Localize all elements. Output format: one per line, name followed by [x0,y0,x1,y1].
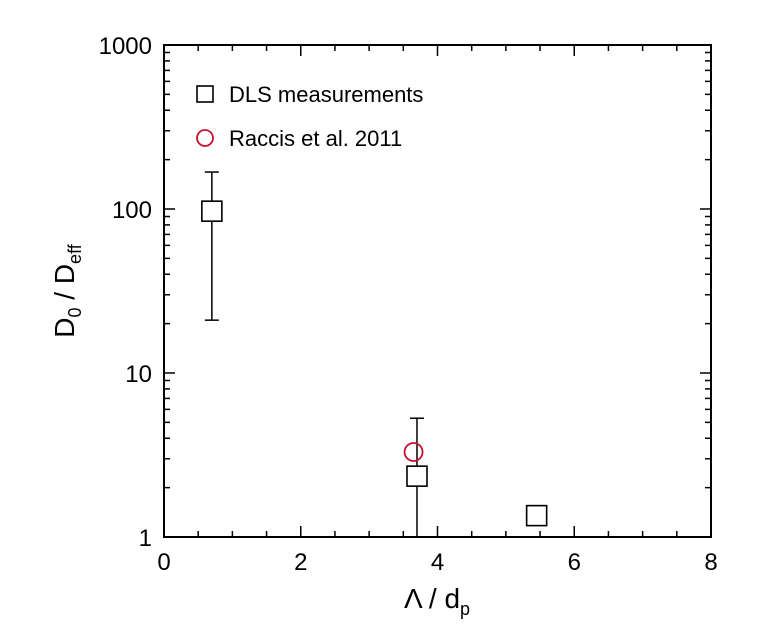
data-markers [201,200,548,527]
legend-label: Raccis et al. 2011 [229,126,402,151]
y-axis-title: D0 / Deff [49,243,85,337]
x-tick-label: 2 [294,549,307,576]
tick-labels: 0 2 4 6 8 1 10 100 1000 [99,33,718,576]
data-point-circle [403,442,424,462]
axis-ticks [163,45,712,538]
legend-marker-square [196,85,214,103]
data-point-square [406,465,428,487]
x-tick-label: 6 [568,549,581,576]
data-point-square [525,504,548,527]
y-tick-label: 1000 [99,33,152,60]
error-bars [204,171,544,538]
legend-label: DLS measurements [229,82,423,107]
legend-marker-circle [196,129,214,147]
x-axis-title: Λ / dp [404,583,470,619]
x-tick-label: 4 [431,549,444,576]
plot-frame [163,44,712,538]
x-tick-label: 8 [704,549,717,576]
y-tick-label: 1 [139,525,152,552]
data-point-square [201,200,223,222]
legend: DLS measurements Raccis et al. 2011 [196,82,423,151]
y-tick-label: 10 [125,361,152,388]
x-tick-label: 0 [157,549,170,576]
y-tick-label: 100 [112,197,152,224]
